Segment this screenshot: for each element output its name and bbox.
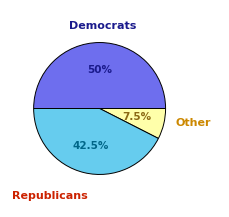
- Wedge shape: [34, 108, 158, 174]
- Text: 7.5%: 7.5%: [122, 112, 151, 122]
- Text: Democrats: Democrats: [69, 21, 137, 31]
- Wedge shape: [34, 43, 166, 108]
- Text: 50%: 50%: [87, 65, 112, 75]
- Text: Republicans: Republicans: [12, 191, 88, 201]
- Text: 42.5%: 42.5%: [73, 141, 109, 151]
- Wedge shape: [100, 108, 166, 138]
- Text: Other: Other: [175, 118, 211, 128]
